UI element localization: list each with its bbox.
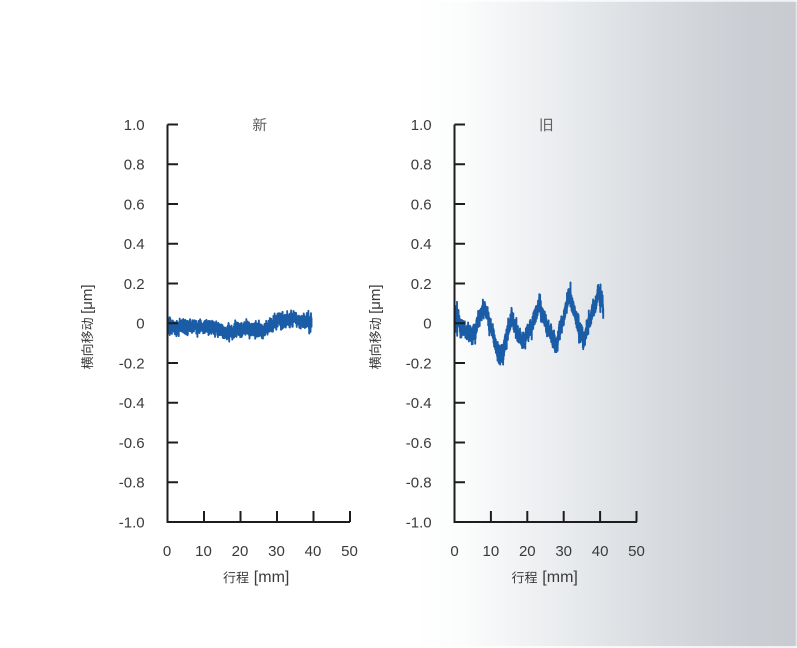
svg-text:20: 20 xyxy=(519,543,536,560)
svg-text:40: 40 xyxy=(592,543,609,560)
svg-text:0: 0 xyxy=(136,316,144,333)
svg-text:30: 30 xyxy=(268,543,285,560)
svg-text:0.8: 0.8 xyxy=(411,157,432,174)
svg-text:-0.2: -0.2 xyxy=(119,355,145,372)
svg-text:[mm]: [mm] xyxy=(542,569,578,586)
svg-text:-0.6: -0.6 xyxy=(119,435,145,452)
svg-text:[μm]: [μm] xyxy=(79,284,96,313)
svg-text:50: 50 xyxy=(341,543,358,560)
svg-text:50: 50 xyxy=(628,543,645,560)
svg-text:-0.4: -0.4 xyxy=(119,395,145,412)
svg-text:[μm]: [μm] xyxy=(367,284,384,313)
svg-text:10: 10 xyxy=(483,543,500,560)
svg-text:10: 10 xyxy=(195,543,212,560)
svg-text:0: 0 xyxy=(423,316,431,333)
svg-text:0.2: 0.2 xyxy=(124,276,145,293)
svg-text:-1.0: -1.0 xyxy=(119,514,145,531)
svg-text:40: 40 xyxy=(305,543,322,560)
svg-text:0.4: 0.4 xyxy=(411,236,432,253)
svg-text:-0.2: -0.2 xyxy=(406,355,432,372)
svg-text:-0.6: -0.6 xyxy=(406,435,432,452)
svg-text:1.0: 1.0 xyxy=(124,117,145,134)
svg-text:0.8: 0.8 xyxy=(124,157,145,174)
svg-text:1.0: 1.0 xyxy=(411,117,432,134)
svg-text:[mm]: [mm] xyxy=(254,569,290,586)
svg-text:0.4: 0.4 xyxy=(124,236,145,253)
svg-text:0.2: 0.2 xyxy=(411,276,432,293)
svg-text:0: 0 xyxy=(163,543,171,560)
svg-text:-1.0: -1.0 xyxy=(406,514,432,531)
svg-text:30: 30 xyxy=(555,543,572,560)
svg-text:-0.8: -0.8 xyxy=(119,475,145,492)
svg-text:-0.4: -0.4 xyxy=(406,395,432,412)
svg-text:0.6: 0.6 xyxy=(411,196,432,213)
svg-text:-0.8: -0.8 xyxy=(406,475,432,492)
svg-text:0.6: 0.6 xyxy=(124,196,145,213)
svg-text:20: 20 xyxy=(232,543,249,560)
svg-text:0: 0 xyxy=(450,543,458,560)
